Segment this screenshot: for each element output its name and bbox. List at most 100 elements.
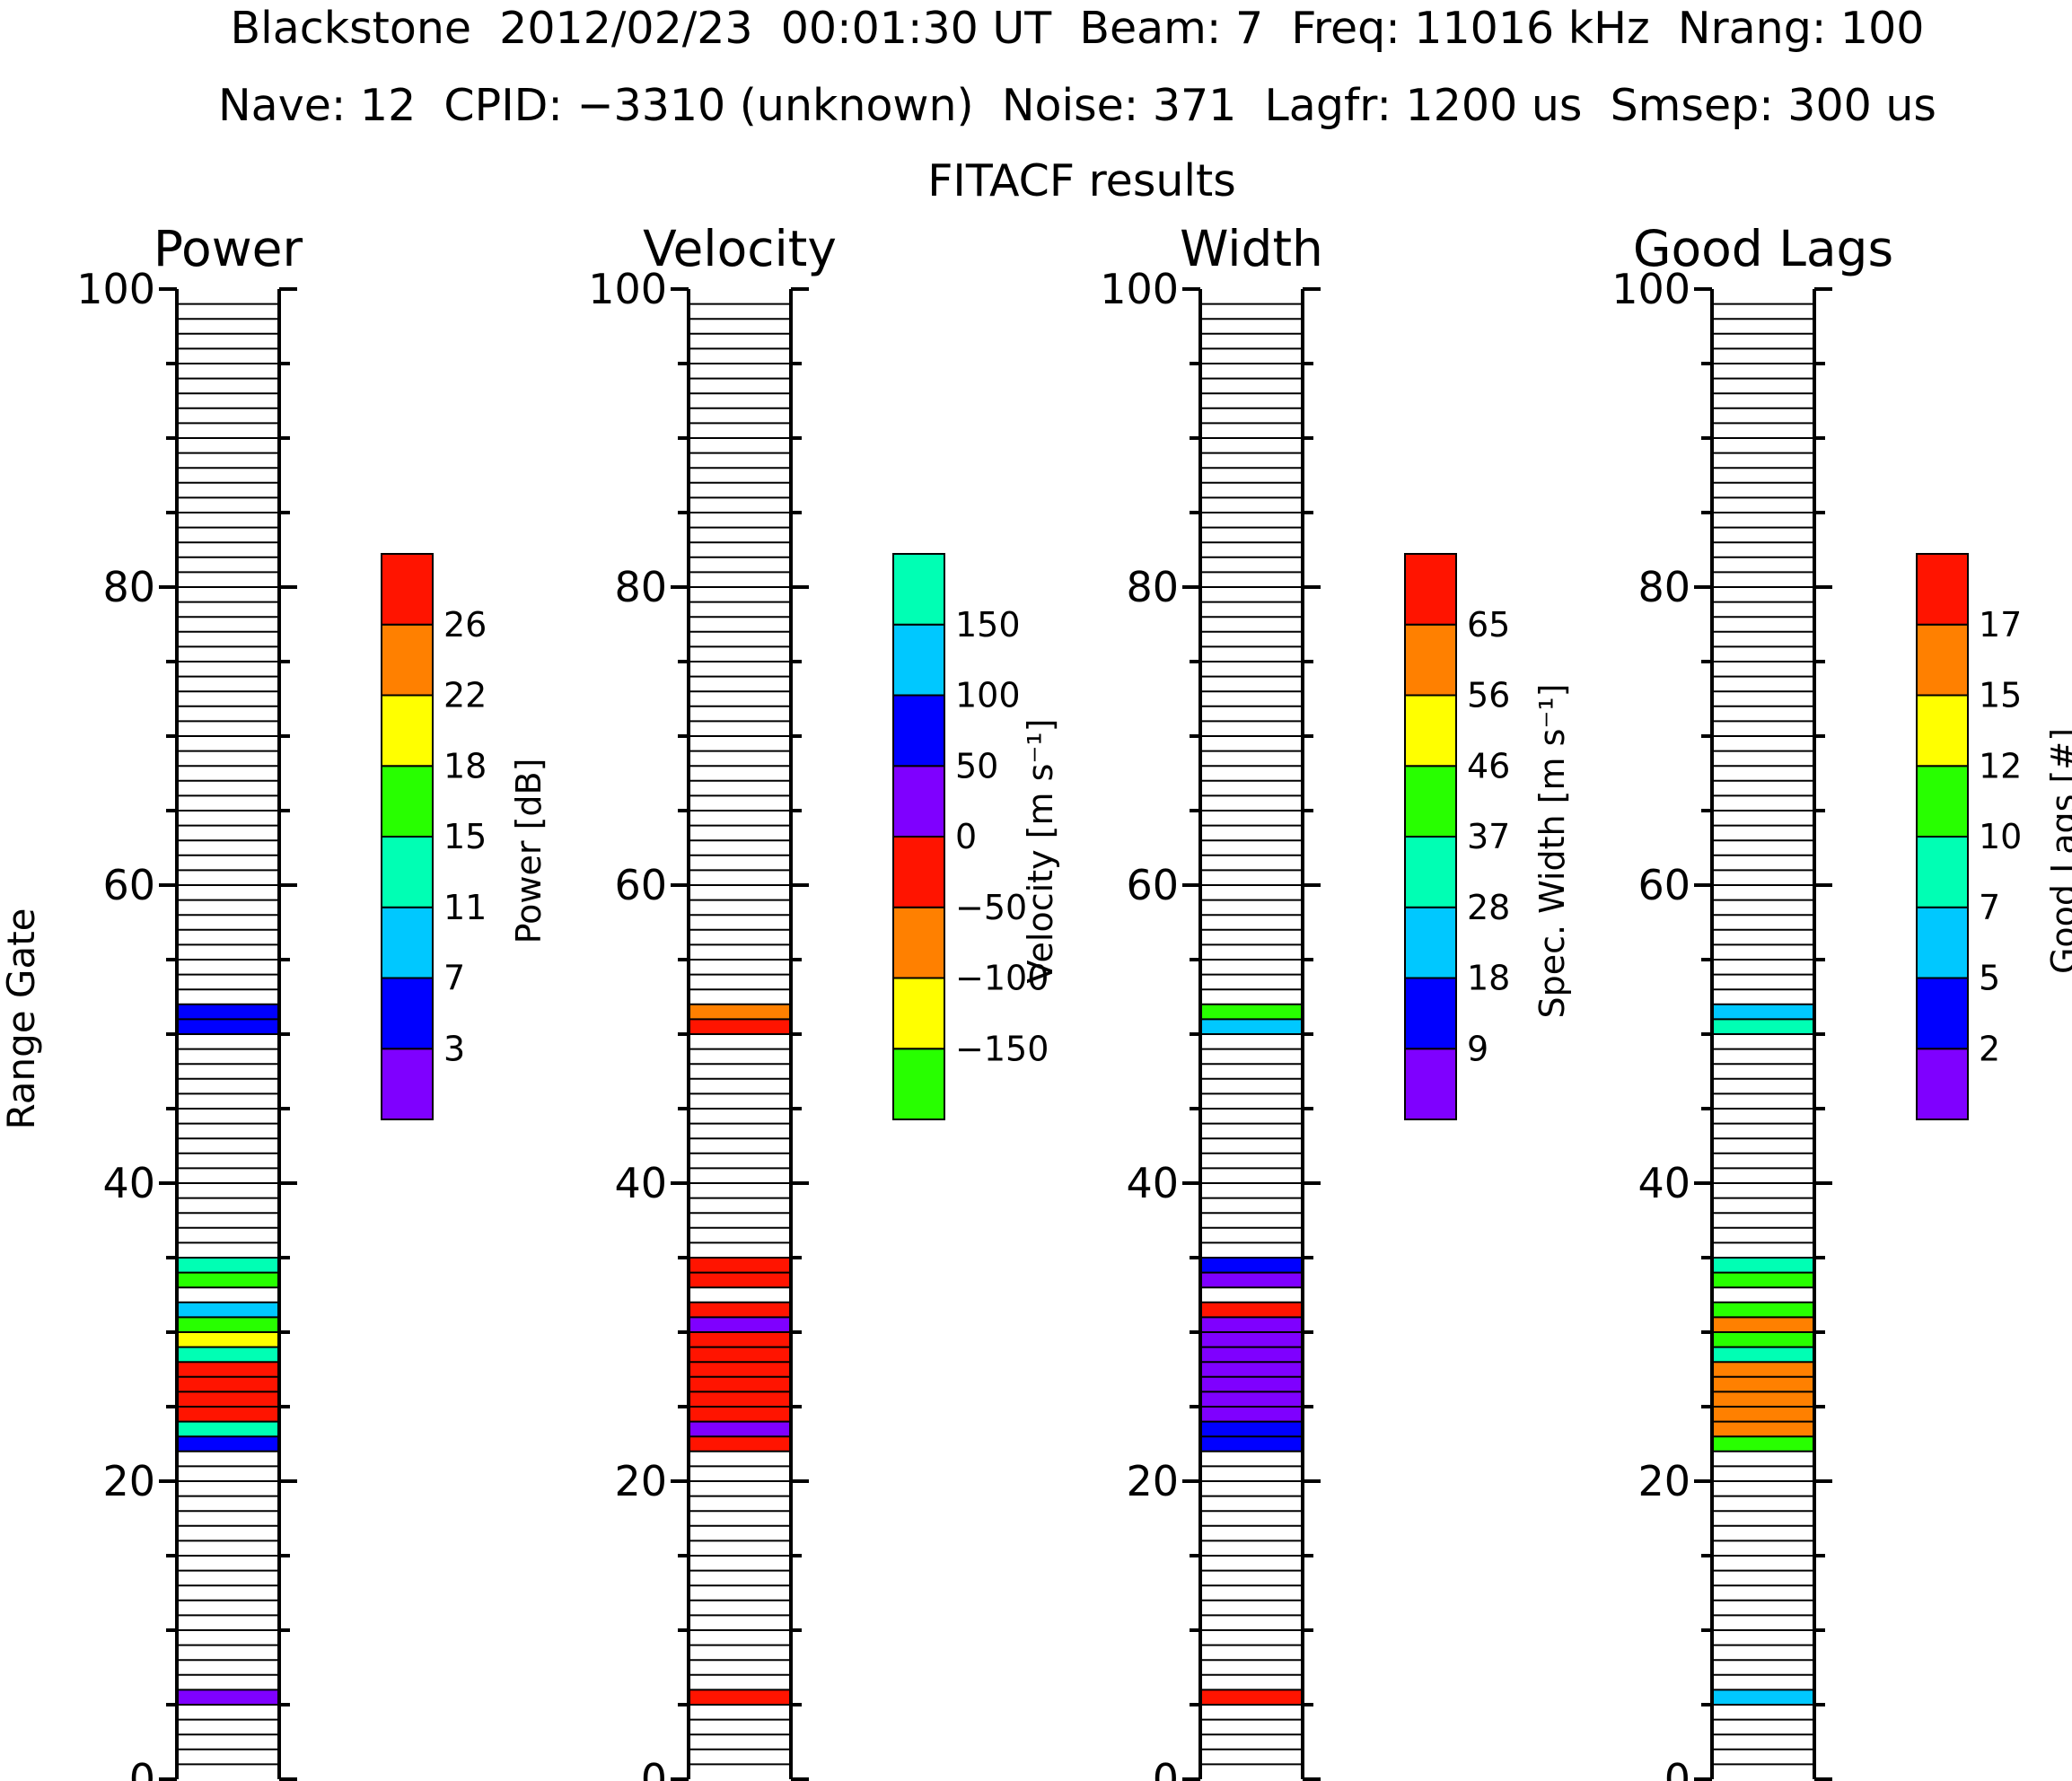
colorbar-tick-label: 11 bbox=[443, 888, 487, 927]
colorbar-tick-label: 9 bbox=[1467, 1029, 1488, 1068]
gate-cell bbox=[1712, 1362, 1814, 1377]
gate-cell bbox=[177, 1302, 279, 1318]
gate-cell bbox=[689, 1407, 791, 1422]
gate-cell bbox=[177, 1317, 279, 1332]
y-tick-label: 60 bbox=[1126, 861, 1179, 909]
gate-cell bbox=[177, 1421, 279, 1437]
colorbar-tick-label: 5 bbox=[1979, 959, 2000, 998]
y-tick-label: 0 bbox=[1153, 1755, 1179, 1781]
gate-cell bbox=[1200, 1376, 1303, 1392]
y-tick-label: 0 bbox=[129, 1755, 155, 1781]
colorbar-label: Velocity [m s⁻¹] bbox=[1021, 719, 1060, 984]
y-tick-label: 40 bbox=[1126, 1159, 1179, 1207]
gate-cell bbox=[177, 1347, 279, 1363]
gate-cell bbox=[1200, 1407, 1303, 1422]
gate-cell bbox=[689, 1019, 791, 1034]
colorbar-frame bbox=[892, 553, 945, 1120]
colorbar-tick-label: 26 bbox=[443, 605, 487, 645]
colorbar-cell bbox=[381, 765, 434, 838]
gate-cell bbox=[1712, 1332, 1814, 1347]
y-tick-label: 20 bbox=[102, 1457, 155, 1505]
gate-cell bbox=[1712, 1019, 1814, 1034]
plot-subtitle: FITACF results bbox=[927, 155, 1236, 206]
gate-cell bbox=[1200, 1421, 1303, 1437]
colorbar-frame bbox=[1916, 553, 1969, 1120]
colorbar-tick-label: 12 bbox=[1979, 746, 2022, 785]
gate-cell bbox=[1200, 1332, 1303, 1347]
colorbar-tick-label: 28 bbox=[1467, 888, 1510, 927]
gate-cell bbox=[689, 1436, 791, 1452]
gate-cell bbox=[1712, 1317, 1814, 1332]
gate-cell bbox=[177, 1376, 279, 1392]
gate-cell bbox=[689, 1332, 791, 1347]
colorbar-cell bbox=[892, 977, 945, 1050]
panel-title: Width bbox=[1180, 220, 1323, 277]
gate-cell bbox=[1200, 1258, 1303, 1273]
colorbar-tick-label: 15 bbox=[1979, 676, 2022, 715]
gate-cell bbox=[1200, 1317, 1303, 1332]
y-tick-label: 0 bbox=[1664, 1755, 1690, 1781]
colorbar-cell bbox=[1404, 694, 1457, 768]
y-tick-label: 100 bbox=[588, 265, 667, 313]
y-tick-label: 60 bbox=[102, 861, 155, 909]
panel-good-lags: Good Lags 0 20 40 60 80 100 2 5 7 10 12 15 17 Good Lag… bbox=[1611, 220, 2072, 1781]
colorbar-cell bbox=[381, 906, 434, 979]
colorbar-tick-label: 18 bbox=[443, 746, 487, 785]
colorbar-cell bbox=[1404, 977, 1457, 1050]
gate-cell bbox=[689, 1347, 791, 1363]
colorbar-cell bbox=[1404, 836, 1457, 908]
colorbar-tick-label: 37 bbox=[1467, 817, 1510, 856]
colorbar-cell bbox=[381, 1048, 434, 1120]
y-tick-label: 20 bbox=[1637, 1457, 1690, 1505]
gate-cell bbox=[1712, 1689, 1814, 1705]
gate-cell bbox=[177, 1332, 279, 1347]
y-tick-label: 0 bbox=[641, 1755, 667, 1781]
y-tick-label: 100 bbox=[1611, 265, 1690, 313]
colorbar-cell bbox=[1404, 906, 1457, 979]
gate-cell bbox=[1712, 1407, 1814, 1422]
y-tick-label: 100 bbox=[1100, 265, 1179, 313]
colorbar-tick-label: 0 bbox=[955, 817, 977, 856]
colorbar-cell bbox=[892, 1048, 945, 1120]
colorbar-frame bbox=[1404, 553, 1457, 1120]
colorbar-cell bbox=[1916, 623, 1969, 697]
y-tick-label: 40 bbox=[1637, 1159, 1690, 1207]
colorbar-cell bbox=[1916, 1048, 1969, 1120]
colorbar-tick-label: 46 bbox=[1467, 746, 1510, 785]
colorbar-cell bbox=[892, 836, 945, 908]
panel-width: Width 0 20 40 60 80 100 9 18 28 37 46 56 65 Spec. Widt… bbox=[1100, 220, 1572, 1781]
colorbar-tick-label: −50 bbox=[955, 888, 1027, 927]
y-tick-label: 40 bbox=[614, 1159, 667, 1207]
colorbar-cell bbox=[1916, 694, 1969, 768]
gate-cell bbox=[1200, 1391, 1303, 1407]
colorbar-cell bbox=[892, 906, 945, 979]
y-tick-label: 100 bbox=[76, 265, 155, 313]
header-line-1: Blackstone 2012/02/23 00:01:30 UT Beam: … bbox=[231, 3, 1925, 54]
colorbar-frame bbox=[381, 553, 434, 1120]
gate-cell bbox=[1200, 1362, 1303, 1377]
colorbar-tick-label: 7 bbox=[1979, 888, 2000, 927]
gate-cell bbox=[1200, 1019, 1303, 1034]
colorbar-tick-label: 50 bbox=[955, 746, 998, 785]
gate-cell bbox=[177, 1689, 279, 1705]
y-tick-label: 60 bbox=[614, 861, 667, 909]
y-tick-label: 80 bbox=[614, 563, 667, 611]
colorbar-tick-label: 7 bbox=[443, 959, 465, 998]
gate-cell bbox=[1712, 1436, 1814, 1452]
gate-cell bbox=[689, 1302, 791, 1318]
gate-cell bbox=[689, 1362, 791, 1377]
gate-cell bbox=[1712, 1347, 1814, 1363]
gate-cell bbox=[177, 1258, 279, 1273]
colorbar-tick-label: 150 bbox=[955, 605, 1021, 645]
y-axis-label: Range Gate bbox=[0, 908, 43, 1129]
colorbar-cell bbox=[892, 623, 945, 697]
colorbar-cell bbox=[1916, 906, 1969, 979]
gate-cell bbox=[689, 1376, 791, 1392]
gate-cell bbox=[1712, 1421, 1814, 1437]
gate-cell bbox=[689, 1258, 791, 1273]
colorbar-label: Power [dB] bbox=[509, 759, 549, 944]
colorbar-cell bbox=[1404, 1048, 1457, 1120]
gate-cell bbox=[1712, 1391, 1814, 1407]
